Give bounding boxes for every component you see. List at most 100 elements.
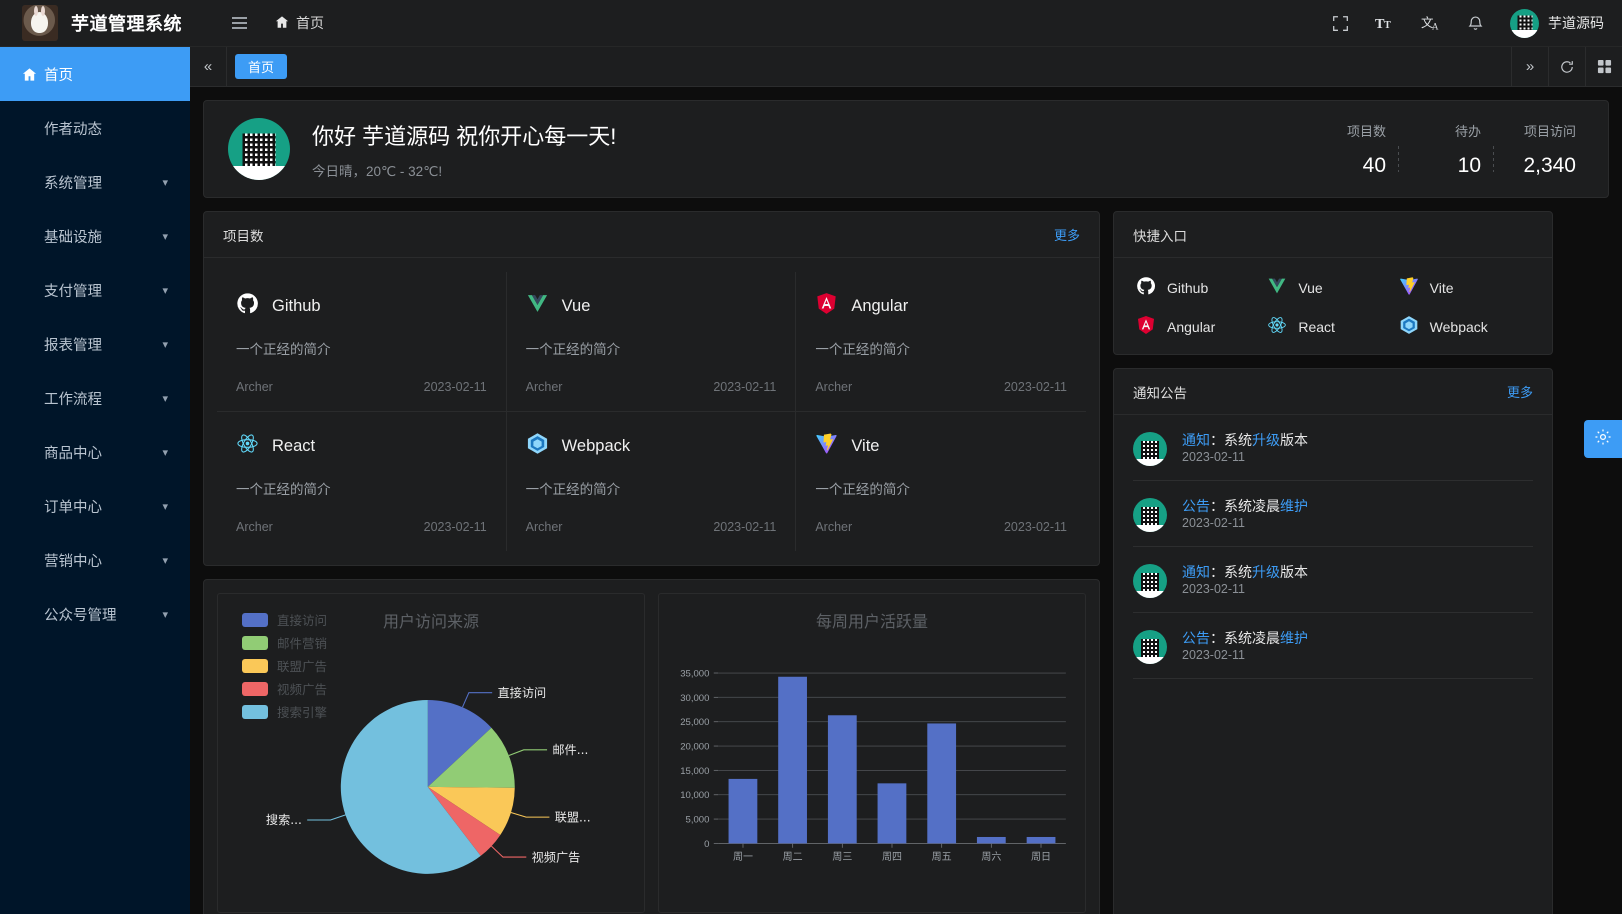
quick-entry-item[interactable]: Vite bbox=[1399, 276, 1530, 299]
sidebar-item-1[interactable]: 作者动态 bbox=[0, 101, 190, 155]
home-icon bbox=[22, 67, 44, 82]
pie-legend: 直接访问邮件营销 联盟广告 视频广告 搜索引擎 bbox=[242, 608, 327, 723]
logo-area[interactable]: 芋道管理系统 bbox=[0, 5, 182, 41]
angular-icon bbox=[1136, 315, 1156, 338]
legend-label: 直接访问 bbox=[277, 614, 328, 628]
quick-entry-title: 快捷入口 bbox=[1133, 228, 1187, 244]
sidebar-item-9[interactable]: 营销中心 ▾ bbox=[0, 533, 190, 587]
top-header: 芋道管理系统 首页 T T 文 bbox=[0, 0, 1622, 47]
stat-value: 40 bbox=[1362, 153, 1386, 177]
sidebar-item-label: 首页 bbox=[44, 67, 73, 84]
sidebar-item-0[interactable]: 首页 bbox=[0, 47, 190, 101]
notice-item[interactable]: 通知：系统升级版本 2023-02-11 bbox=[1133, 415, 1533, 481]
vite-icon bbox=[815, 432, 838, 460]
notice-item[interactable]: 公告：系统凌晨维护 2023-02-11 bbox=[1133, 613, 1533, 679]
react-icon bbox=[236, 432, 259, 460]
sidebar-item-6[interactable]: 工作流程 ▾ bbox=[0, 371, 190, 425]
charts-card: 用户访问来源 直接访问 邮件营销 联盟广告 视频广告 搜索引擎 直接访问 邮件... 联盟.… bbox=[203, 579, 1100, 914]
svg-text:T: T bbox=[1375, 16, 1385, 32]
project-footer: Archer 2023-02-11 bbox=[815, 520, 1067, 534]
svg-text:文: 文 bbox=[1421, 15, 1434, 30]
sidebar-item-5[interactable]: 报表管理 ▾ bbox=[0, 317, 190, 371]
chevron-down-icon: ▾ bbox=[162, 554, 168, 567]
stat-label: 待办 bbox=[1454, 123, 1481, 139]
quick-entry-label: React bbox=[1298, 318, 1335, 335]
sidebar-item-10[interactable]: 公众号管理 ▾ bbox=[0, 587, 190, 641]
project-desc: 一个正经的简介 bbox=[815, 482, 910, 497]
project-author: Archer bbox=[236, 380, 273, 394]
refresh-icon[interactable] bbox=[1548, 46, 1585, 87]
project-card[interactable]: Vue 一个正经的简介 Archer 2023-02-11 bbox=[506, 272, 797, 412]
hamburger-icon[interactable] bbox=[226, 11, 253, 35]
quick-entry-item[interactable]: Webpack bbox=[1399, 315, 1530, 338]
banner-text: 你好 芋道源码 祝你开心每一天! 今日晴，20℃ - 32℃! bbox=[312, 119, 616, 180]
chevron-down-icon: ▾ bbox=[162, 500, 168, 513]
project-card[interactable]: React 一个正经的简介 Archer 2023-02-11 bbox=[217, 412, 507, 551]
sidebar-item-4[interactable]: 支付管理 ▾ bbox=[0, 263, 190, 317]
font-size-icon[interactable]: T T bbox=[1375, 14, 1395, 32]
quick-entry-item[interactable]: Github bbox=[1136, 276, 1267, 299]
welcome-banner: 你好 芋道源码 祝你开心每一天! 今日晴，20℃ - 32℃! 项目数 40 待办 1… bbox=[203, 100, 1609, 198]
project-desc: 一个正经的简介 bbox=[236, 482, 331, 497]
projects-body: Github 一个正经的简介 Archer 2023-02-11 Vue 一个正经的简介 A… bbox=[204, 258, 1099, 565]
sidebar-item-label: 报表管理 bbox=[44, 337, 102, 354]
notice-item[interactable]: 通知：系统升级版本 2023-02-11 bbox=[1133, 547, 1533, 613]
pie-legend-item[interactable]: 邮件营销 bbox=[242, 631, 327, 654]
chevron-double-left-icon[interactable]: « bbox=[190, 46, 227, 87]
sidebar-item-7[interactable]: 商品中心 ▾ bbox=[0, 425, 190, 479]
chevron-double-right-icon[interactable]: » bbox=[1511, 46, 1548, 87]
user-menu[interactable]: 芋道源码 bbox=[1510, 8, 1604, 38]
stat-value: 10 bbox=[1457, 153, 1481, 177]
notice-title: 通知：系统升级版本 bbox=[1182, 432, 1308, 448]
notice-avatar bbox=[1133, 498, 1167, 532]
notice-item[interactable]: 公告：系统凌晨维护 2023-02-11 bbox=[1133, 481, 1533, 547]
sidebar-item-3[interactable]: 基础设施 ▾ bbox=[0, 209, 190, 263]
project-card[interactable]: Vite 一个正经的简介 Archer 2023-02-11 bbox=[796, 412, 1086, 551]
project-date: 2023-02-11 bbox=[423, 380, 487, 394]
tab-home[interactable]: 首页 bbox=[235, 54, 288, 79]
sidebar-item-2[interactable]: 系统管理 ▾ bbox=[0, 155, 190, 209]
project-card[interactable]: Angular 一个正经的简介 Archer 2023-02-11 bbox=[796, 272, 1086, 412]
quick-entry-item[interactable]: Angular bbox=[1136, 315, 1267, 338]
project-title-row: Angular bbox=[815, 292, 1067, 320]
notice-title: 公告：系统凌晨维护 bbox=[1182, 630, 1308, 646]
project-card[interactable]: Github 一个正经的简介 Archer 2023-02-11 bbox=[217, 272, 507, 412]
pie-legend-item[interactable]: 直接访问 bbox=[242, 608, 327, 631]
bar-chart[interactable]: 每周用户活跃量 0 5,000 10,000 15,000 20,000 25,000 30… bbox=[658, 593, 1086, 913]
projects-more-link[interactable]: 更多 bbox=[1053, 228, 1080, 243]
main-columns: 项目数 更多 Github 一个正经的简介 Archer 2023-02-11 Vue 一… bbox=[203, 211, 1609, 914]
notice-avatar bbox=[1133, 564, 1167, 598]
notice-title: 公告：系统凌晨维护 bbox=[1182, 498, 1308, 514]
breadcrumb[interactable]: 首页 bbox=[275, 13, 324, 33]
tab-bar-actions: » bbox=[1511, 46, 1622, 87]
chevron-down-icon: ▾ bbox=[162, 446, 168, 459]
svg-text:联盟...: 联盟... bbox=[555, 810, 591, 824]
svg-text:直接访问: 直接访问 bbox=[497, 685, 546, 700]
vue-icon bbox=[1267, 276, 1287, 299]
pie-chart[interactable]: 用户访问来源 直接访问 邮件营销 联盟广告 视频广告 搜索引擎 直接访问 邮件... 联盟.… bbox=[217, 593, 645, 913]
quick-entry-item[interactable]: Vue bbox=[1267, 276, 1398, 299]
fullscreen-icon[interactable] bbox=[1332, 15, 1349, 32]
bell-icon[interactable] bbox=[1467, 14, 1484, 32]
stat-label: 项目访问 bbox=[1523, 123, 1576, 139]
pie-legend-item[interactable]: 联盟广告 bbox=[242, 654, 327, 677]
projects-grid: Github 一个正经的简介 Archer 2023-02-11 Vue 一个正经的简介 A… bbox=[217, 272, 1086, 551]
settings-fab[interactable] bbox=[1584, 420, 1622, 458]
svg-text:视频广告: 视频广告 bbox=[532, 849, 581, 864]
notices-more-link[interactable]: 更多 bbox=[1506, 385, 1533, 400]
notice-avatar bbox=[1133, 432, 1167, 466]
pie-legend-item[interactable]: 视频广告 bbox=[242, 677, 327, 700]
project-desc: 一个正经的简介 bbox=[815, 342, 910, 357]
notices-title: 通知公告 bbox=[1133, 385, 1187, 401]
user-name: 芋道源码 bbox=[1548, 15, 1604, 31]
translate-icon[interactable]: 文 A bbox=[1421, 14, 1441, 32]
project-card[interactable]: Webpack 一个正经的简介 Archer 2023-02-11 bbox=[507, 412, 797, 551]
quick-entry-item[interactable]: React bbox=[1267, 315, 1398, 338]
project-name: Angular bbox=[851, 296, 909, 315]
sidebar-item-8[interactable]: 订单中心 ▾ bbox=[0, 479, 190, 533]
project-name: Github bbox=[272, 296, 321, 315]
project-name: Webpack bbox=[561, 436, 631, 455]
notice-avatar bbox=[1133, 630, 1167, 664]
pie-legend-item[interactable]: 搜索引擎 bbox=[242, 700, 327, 723]
grid-icon[interactable] bbox=[1585, 46, 1622, 87]
